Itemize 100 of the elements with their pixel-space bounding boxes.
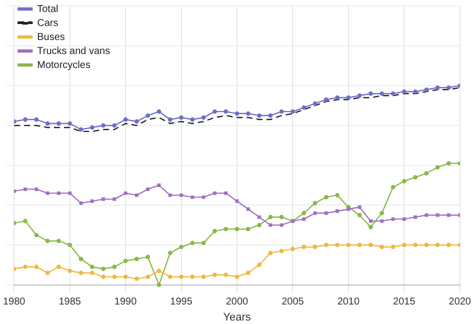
point [235,199,239,203]
point [56,191,60,195]
x-tick-label: 2000 [226,296,249,308]
point [134,193,138,197]
legend-label: Buses [37,32,65,43]
point [324,211,328,215]
point [168,193,172,197]
point [168,250,172,256]
point [212,272,217,278]
x-tick-label: 1980 [3,296,26,308]
point [414,215,418,219]
point [123,274,128,280]
point [268,223,272,227]
point [436,213,440,217]
point [357,242,362,248]
point [435,242,440,248]
point [424,87,429,92]
x-tick-label: 1990 [114,296,138,308]
point [257,222,262,228]
point [124,191,128,195]
point [156,282,162,287]
x-axis-title: Years [223,311,252,324]
legend-label: Motorcycles [37,60,90,71]
point [90,270,94,276]
point [234,226,240,232]
point [246,111,250,116]
point [224,272,228,278]
point [336,209,340,213]
x-tick-label: 2005 [282,296,304,308]
point [246,226,250,232]
point [246,207,250,211]
point [312,101,318,106]
point [335,95,340,100]
point [68,268,72,274]
point [112,274,117,280]
point [101,274,106,280]
point [156,268,162,274]
point [45,121,50,126]
point [79,201,83,205]
point [290,109,295,114]
point [380,219,384,223]
point [78,256,84,262]
point [346,95,351,100]
point [246,270,250,276]
point [180,193,184,197]
x-tick-label: 1985 [58,296,82,308]
point [324,97,328,102]
point [190,274,195,280]
point [224,226,228,232]
point [446,242,451,248]
legend-label: Total [37,4,58,15]
point [56,121,61,126]
point [34,187,38,191]
point [234,111,240,116]
point [134,256,139,262]
point [358,205,362,209]
point [68,242,72,248]
point [368,219,372,223]
point [224,109,228,114]
point [357,93,362,98]
point [390,185,396,190]
x-tick-label: 2010 [337,296,360,308]
x-tick-label: 2020 [448,296,472,308]
point [447,213,450,217]
point [424,171,429,176]
point [123,258,128,264]
point [46,191,50,195]
point [146,187,150,191]
point [34,232,39,238]
point [279,214,284,220]
point [312,200,318,206]
point [90,199,94,203]
point [280,223,284,227]
point [179,274,184,280]
point [68,121,72,126]
point [90,264,94,270]
point [23,264,28,270]
point [413,242,418,248]
point [257,113,262,118]
point [357,212,362,218]
point [56,264,61,270]
x-tick-label: 1995 [170,296,193,308]
point [201,240,206,246]
point [134,119,139,124]
point [402,217,406,221]
point [313,211,317,215]
point [101,123,106,128]
point [190,240,195,246]
point [279,248,284,254]
point [302,210,306,216]
point [78,127,84,132]
point [146,274,150,280]
point [258,215,262,219]
point [90,125,94,130]
point [23,117,28,122]
point [134,276,139,282]
point [312,244,318,250]
point [390,91,396,96]
point [368,224,373,230]
point [156,109,162,114]
